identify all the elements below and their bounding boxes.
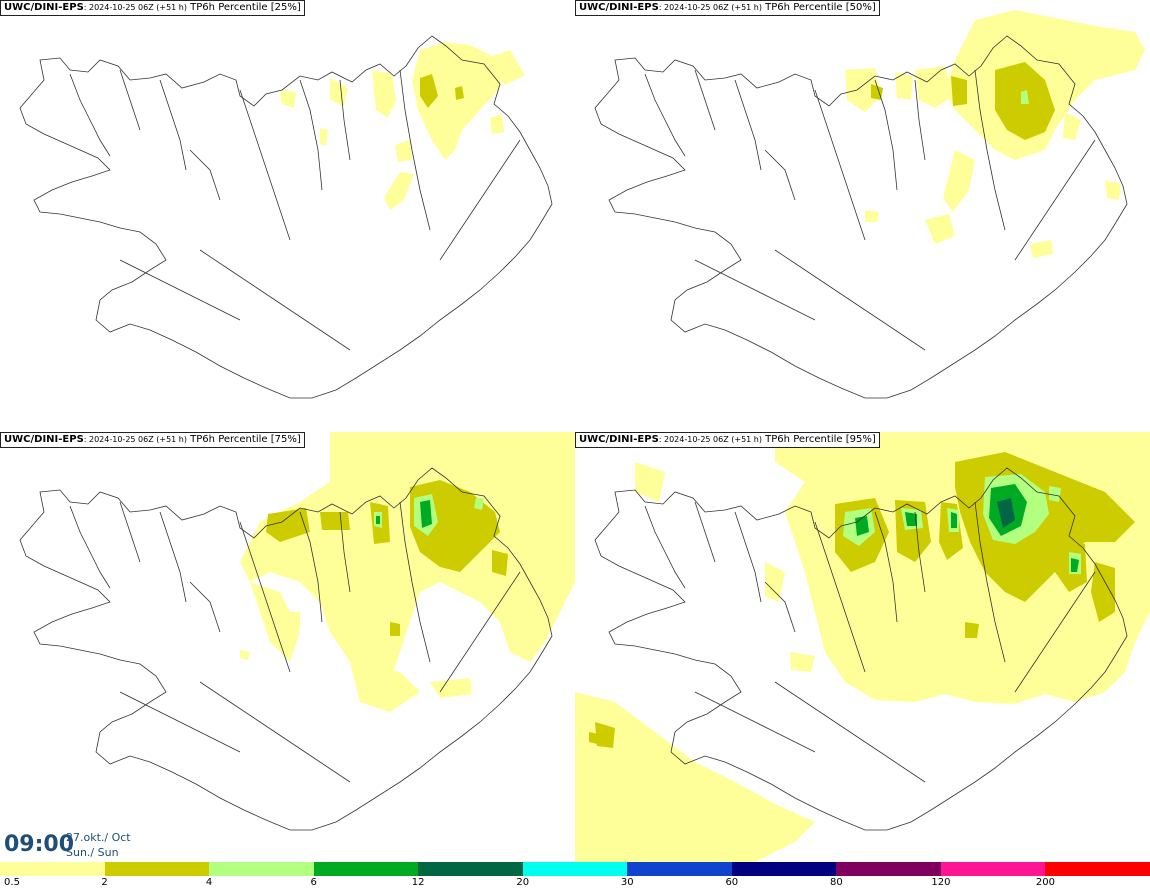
legend-tick-label: 80 [829, 877, 843, 888]
legend-swatch-1 [104, 862, 210, 876]
iceland-coastline [19, 35, 553, 399]
legend-swatch-5 [522, 862, 628, 876]
legend-tick-label: 0.5 [4, 877, 20, 888]
legend-swatch-3 [313, 862, 419, 876]
iceland-coastline [594, 35, 1128, 399]
valid-time: 09:00 [4, 832, 75, 857]
legend-tick-label: 60 [725, 877, 739, 888]
panel-title: UWC/DINI-EPS: 2024-10-25 06Z (+51 h) TP6… [0, 0, 305, 16]
precip-map [594, 10, 1145, 399]
iceland-coastline [594, 467, 1128, 831]
legend-tick-label: 4 [205, 877, 213, 888]
valid-date: 27.okt./ Oct [66, 831, 131, 844]
precip-map [19, 35, 553, 399]
legend-tick-label: 6 [310, 877, 317, 888]
legend-swatch-9 [940, 862, 1046, 876]
panel-title: UWC/DINI-EPS: 2024-10-25 06Z (+51 h) TP6… [575, 0, 880, 16]
map-panel-p50: UWC/DINI-EPS: 2024-10-25 06Z (+51 h) TP6… [575, 0, 1150, 430]
precip-olive-area [420, 74, 464, 108]
valid-time-box: 09:00 27.okt./ Oct Sun./ Sun [0, 828, 140, 862]
map-panel-p25: UWC/DINI-EPS: 2024-10-25 06Z (+51 h) TP6… [0, 0, 575, 430]
legend-tick-label: 30 [620, 877, 634, 888]
valid-day: Sun./ Sun [66, 846, 119, 859]
panel-title: UWC/DINI-EPS: 2024-10-25 06Z (+51 h) TP6… [575, 432, 880, 448]
legend-swatch-0 [0, 862, 105, 876]
precip-darkgreen-area [997, 498, 1015, 528]
legend-swatch-6 [627, 862, 732, 876]
legend-swatch-4 [418, 862, 523, 876]
map-panel-p95: UWC/DINI-EPS: 2024-10-25 06Z (+51 h) TP6… [575, 432, 1150, 862]
legend-tick-label: 200 [1035, 877, 1055, 888]
legend-swatch-8 [836, 862, 941, 876]
panel-title: UWC/DINI-EPS: 2024-10-25 06Z (+51 h) TP6… [0, 432, 305, 448]
precip-map [19, 432, 575, 831]
legend-tick-labels: 0.5 2 4 6 12 20 30 60 80 120 200 [0, 877, 1150, 891]
legend-swatch-7 [731, 862, 837, 876]
precip-green-area [376, 500, 432, 528]
legend-swatch-2 [209, 862, 314, 876]
legend-tick-label: 120 [931, 877, 951, 888]
precip-color-legend [0, 862, 1150, 876]
map-panel-p75: UWC/DINI-EPS: 2024-10-25 06Z (+51 h) TP6… [0, 432, 575, 862]
precip-light-area [280, 42, 525, 210]
legend-swatch-10 [1045, 862, 1150, 876]
precip-lightgreen-area [1021, 90, 1029, 104]
legend-tick-label: 12 [411, 877, 425, 888]
legend-tick-label: 2 [101, 877, 108, 888]
legend-tick-label: 20 [516, 877, 530, 888]
precip-map [575, 432, 1150, 862]
iceland-coastline [19, 467, 553, 831]
